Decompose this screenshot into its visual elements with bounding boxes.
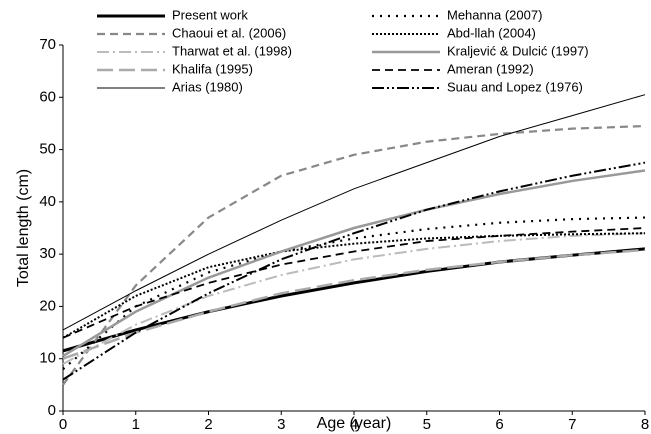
legend-label: Arias (1980) xyxy=(172,79,243,94)
series-line xyxy=(62,227,646,339)
series-line xyxy=(62,124,646,386)
y-tick-label: 70 xyxy=(39,36,56,53)
y-axis-label: Total length (cm) xyxy=(15,169,32,287)
x-tick-label: 6 xyxy=(495,416,503,433)
y-tick-label: 60 xyxy=(39,88,56,105)
legend-label: Abd-llah (2004) xyxy=(447,25,536,40)
series-line xyxy=(62,161,646,381)
legend-label: Mehanna (2007) xyxy=(447,7,542,22)
x-tick-label: 1 xyxy=(132,416,140,433)
x-tick-label: 0 xyxy=(59,416,67,433)
y-tick-label: 20 xyxy=(39,297,56,314)
y-tick-label: 50 xyxy=(39,141,56,158)
legend-label: Khalifa (1995) xyxy=(172,61,253,76)
legend-label: Chaoui et al. (2006) xyxy=(172,25,286,40)
x-tick-label: 3 xyxy=(277,416,285,433)
series-line xyxy=(62,169,646,358)
x-tick-label: 5 xyxy=(423,416,431,433)
series-line xyxy=(62,232,646,365)
legend-label: Ameran (1992) xyxy=(447,61,534,76)
legend-label: Kraljević & Dulcić (1997) xyxy=(447,43,589,58)
series-line xyxy=(62,248,646,360)
legend-label: Tharwat et al. (1998) xyxy=(172,43,292,58)
series-line xyxy=(62,216,646,371)
legend-label: Present work xyxy=(172,7,248,22)
x-tick-label: 4 xyxy=(350,416,358,433)
y-tick-label: 10 xyxy=(39,350,56,367)
x-tick-label: 8 xyxy=(641,416,649,433)
x-axis-label: Age (year) xyxy=(317,415,392,432)
x-tick-label: 7 xyxy=(568,416,576,433)
y-tick-label: 0 xyxy=(48,402,56,419)
legend-label: Suau and Lopez (1976) xyxy=(447,79,583,94)
y-tick-label: 30 xyxy=(39,245,56,262)
y-tick-label: 40 xyxy=(39,193,56,210)
series-line xyxy=(62,232,646,339)
series-line xyxy=(62,94,646,331)
x-tick-label: 2 xyxy=(204,416,212,433)
